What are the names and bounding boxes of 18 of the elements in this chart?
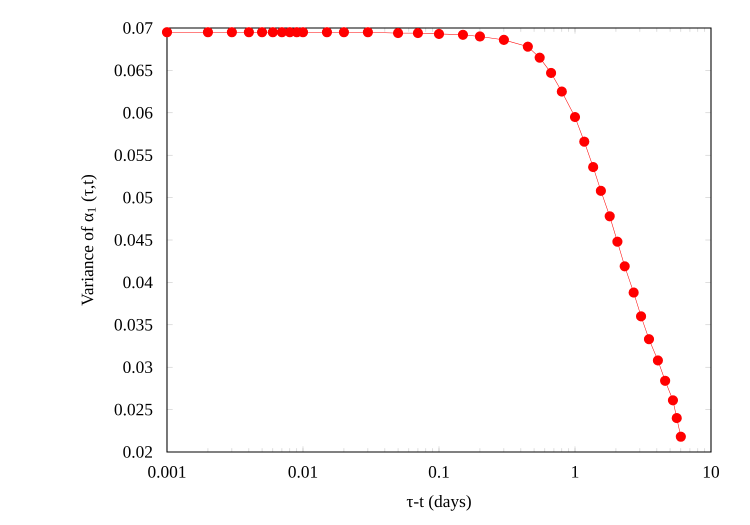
y-tick-label: 0.065 xyxy=(114,64,152,76)
y-tick-label: 0.025 xyxy=(114,404,152,416)
y-tick-label: 0.06 xyxy=(123,106,152,119)
x-tick-label: 10 xyxy=(704,466,720,478)
y-tick-label: 0.07 xyxy=(123,22,152,34)
y-tick-label: 0.05 xyxy=(123,192,152,204)
y-tick-label: 0.04 xyxy=(123,276,153,288)
x-axis-title: τ-t (days) xyxy=(406,494,471,511)
y-tick-label: 0.045 xyxy=(114,234,152,246)
x-tick-label: 0.001 xyxy=(148,466,186,478)
y-tick-label: 0.035 xyxy=(114,318,152,331)
y-axis-title: Variance of α$_{1}$ (τ,t) xyxy=(80,174,97,306)
x-tick-label: 1 xyxy=(572,466,578,478)
y-tick-label: 0.03 xyxy=(123,361,152,374)
y-tick-label: 0.055 xyxy=(114,149,152,162)
x-tick-label: 0.1 xyxy=(428,466,449,478)
y-tick-label: 0.02 xyxy=(123,446,152,458)
x-tick-label: 0.01 xyxy=(288,466,318,478)
